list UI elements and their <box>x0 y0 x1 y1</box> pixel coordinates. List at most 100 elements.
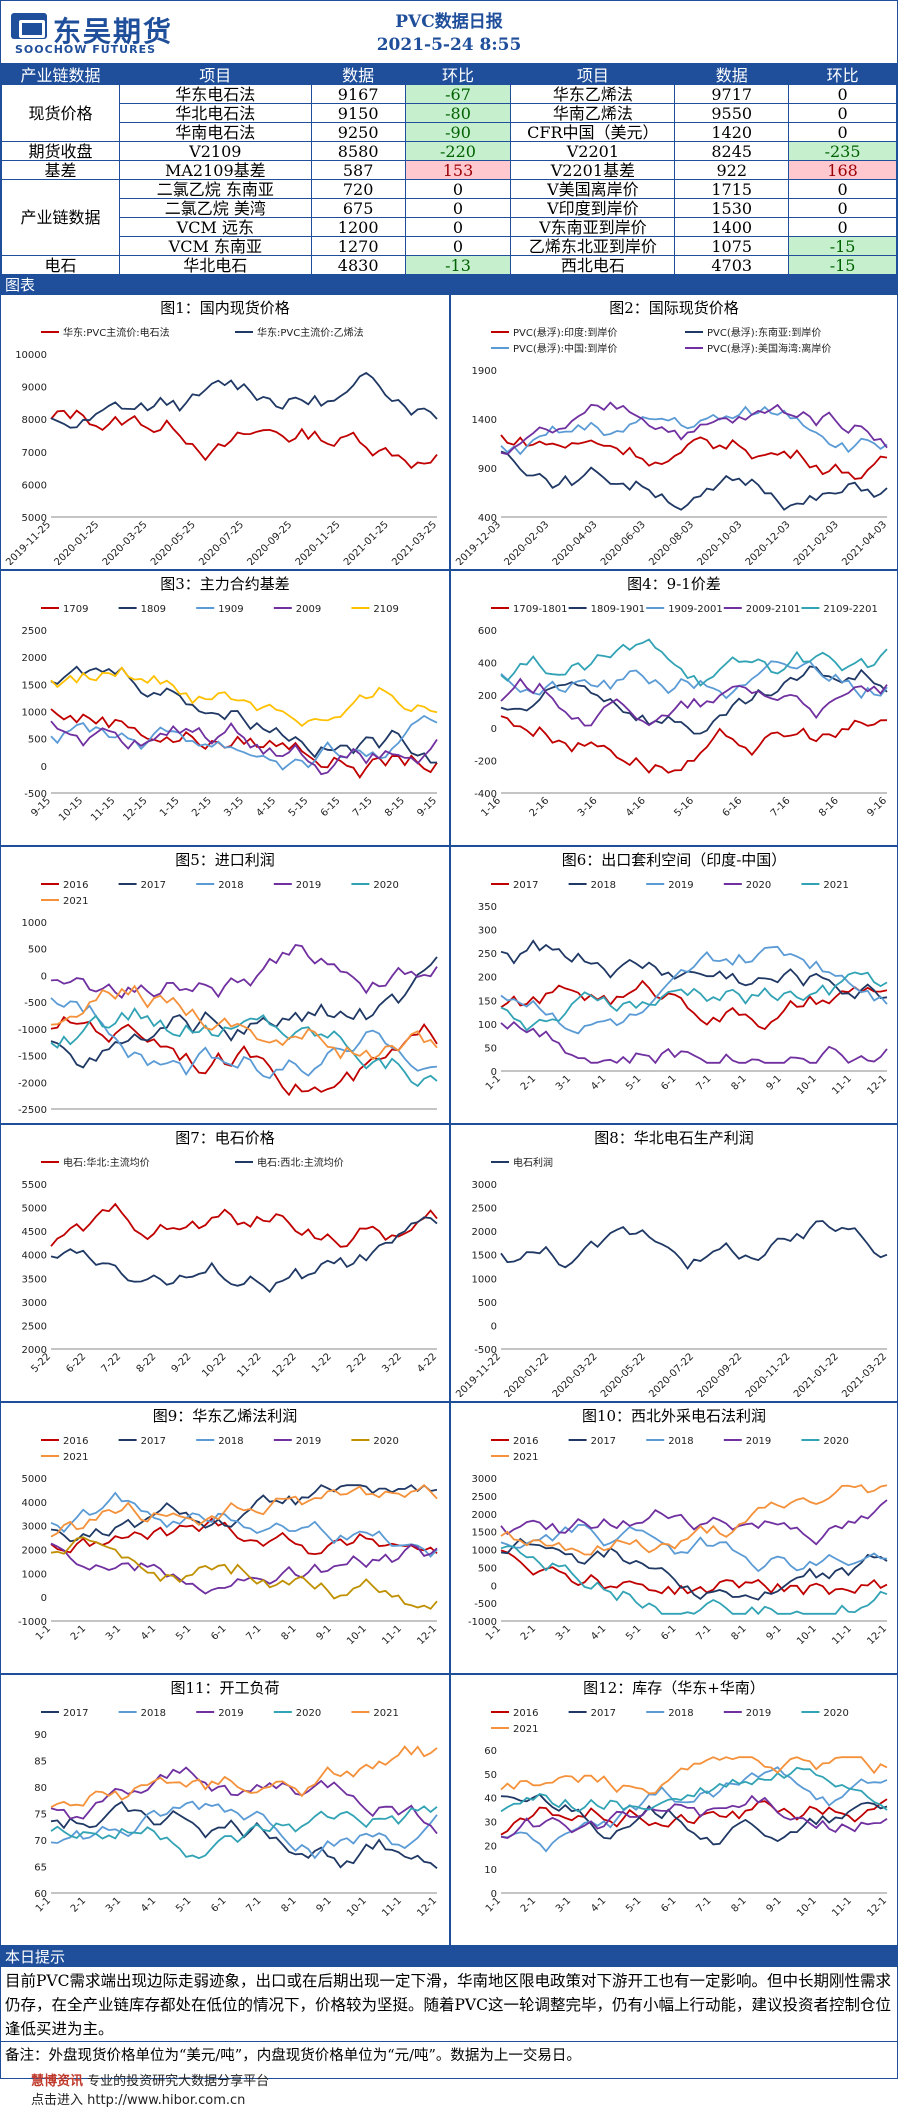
y-tick-label: 3000 <box>22 1522 47 1533</box>
series-line <box>500 1537 888 1601</box>
legend-label: 2020 <box>296 1708 321 1719</box>
y-tick-label: 1500 <box>472 1251 497 1262</box>
legend-label: 2019 <box>296 1436 321 1447</box>
y-tick-label: 1000 <box>472 1274 497 1285</box>
y-tick-label: 1000 <box>22 918 47 929</box>
x-tick-label: 2020-09-22 <box>695 1351 744 1397</box>
legend-label: 2021 <box>63 1452 88 1463</box>
chart-panel: 图5：进口利润 2016 2017 2018 2019 2020 2021 1000 500 0 -… <box>1 847 449 1123</box>
x-tick-label: 12-1 <box>415 1895 439 1919</box>
legend-label: 2018 <box>591 880 616 891</box>
table-cell: 二氯乙烷 美湾 <box>118 198 312 218</box>
series-line <box>500 979 888 1031</box>
legend-label: 2109-2201 <box>823 604 878 615</box>
x-tick-label: 2020-03-22 <box>551 1351 600 1397</box>
legend-label: 2009-2101 <box>746 604 801 615</box>
y-tick-label: 2500 <box>472 1204 497 1215</box>
y-tick-label: 0 <box>491 724 497 735</box>
x-tick-label: 9-1 <box>765 1073 784 1092</box>
x-tick-label: 6-1 <box>659 1623 678 1642</box>
chart-panel: 图8：华北电石生产利润 电石利润 3000 2500 2000 1500 1000 500 0 -… <box>449 1125 897 1401</box>
series-line <box>500 405 888 456</box>
x-tick-label: 10-1 <box>345 1895 369 1919</box>
x-tick-label: 11-15 <box>89 795 117 823</box>
y-tick-label: 3000 <box>472 1180 497 1191</box>
table-cell: -67 <box>404 84 512 104</box>
data-table: 产业链数据 项目 数据 环比 项目 数据 环比 现货价格 华东电石法 9167 -67 华东乙烯法 97… <box>1 65 897 275</box>
y-tick-label: 400 <box>478 659 497 670</box>
table-cell: 9150 <box>310 103 406 123</box>
footer-link[interactable]: 点击进入 http://www.hibor.com.cn <box>31 2093 246 2108</box>
chart-svg: 1709 1809 1909 2009 2109 2500 2000 1500 1000 500 0… <box>22 604 440 824</box>
table-cell: 153 <box>404 160 512 180</box>
series-line <box>500 660 888 700</box>
charts-section-bar: 图表 <box>1 275 897 295</box>
x-tick-label: 11-1 <box>830 1073 854 1097</box>
table-cell: -13 <box>404 255 512 275</box>
x-tick-label: 11-1 <box>830 1895 854 1919</box>
table-header-cell: 产业链数据 <box>1 65 120 85</box>
y-tick-label: 150 <box>478 996 497 1007</box>
x-tick-label: 3-1 <box>104 1623 123 1642</box>
y-tick-label: 2000 <box>472 1510 497 1521</box>
table-cell: VCM 远东 <box>118 217 312 237</box>
chart-panel: 图11：开工负荷 2017 2018 2019 2020 2021 90 85 80 75 70 65… <box>1 1675 449 1945</box>
y-tick-label: 5500 <box>22 1180 47 1191</box>
legend-label: 2109 <box>373 604 398 615</box>
x-tick-label: 7-15 <box>351 795 375 819</box>
x-tick-label: 2-1 <box>519 1073 538 1092</box>
series-line <box>50 714 438 771</box>
chart-title: 图5：进口利润 <box>175 851 275 869</box>
legend-label: 2016 <box>513 1436 538 1447</box>
x-tick-label: 2020-07-25 <box>197 519 246 565</box>
legend-label: 1709 <box>63 604 88 615</box>
table-cell: -90 <box>404 122 512 142</box>
series-line <box>50 720 438 776</box>
legend-label: 华东:PVC主流价:乙烯法 <box>257 326 364 339</box>
y-tick-label: 60 <box>34 1889 47 1900</box>
y-tick-label: 2000 <box>22 1546 47 1557</box>
y-tick-label: 30 <box>484 1818 497 1829</box>
y-tick-label: 9000 <box>22 383 47 394</box>
y-tick-label: 5000 <box>22 513 47 524</box>
series-line <box>500 715 888 774</box>
legend-label: 1709-1801 <box>513 604 568 615</box>
x-tick-label: 3-1 <box>104 1895 123 1914</box>
y-tick-label: 20 <box>484 1841 497 1852</box>
table-category-cell: 产业链数据 <box>1 179 120 256</box>
table-cell: -220 <box>404 141 512 161</box>
x-tick-label: 2020-11-25 <box>294 519 343 565</box>
series-line <box>50 956 438 1069</box>
y-tick-label: -1000 <box>468 1617 497 1628</box>
x-tick-label: 9-16 <box>865 795 889 819</box>
table-cell: 0 <box>404 236 512 256</box>
x-tick-label: 2020-05-25 <box>149 519 198 565</box>
y-tick-label: 60 <box>484 1746 497 1757</box>
chart-svg: 2016 2017 2018 2019 2020 2021 60 50 40 30 20 10 01-1… <box>484 1708 889 1919</box>
chart-panel: 图1：国内现货价格 华东:PVC主流价:电石法 华东:PVC主流价:乙烯法 10000… <box>1 295 449 569</box>
y-tick-label: 4500 <box>22 1227 47 1238</box>
table-cell: 1715 <box>674 179 790 199</box>
chart-svg: 2016 2017 2018 2019 2020 2021 1000 500 0 -500 -100… <box>18 880 438 1116</box>
series-line <box>50 1542 438 1595</box>
y-tick-label: 70 <box>34 1836 47 1847</box>
table-cell: 4703 <box>674 255 790 275</box>
x-tick-label: 11-22 <box>235 1351 263 1379</box>
table-row: 二氯乙烷 美湾 675 0 V印度到岸价 1530 0 <box>2 198 897 218</box>
chart-panel: 图3：主力合约基差 1709 1809 1909 2009 2109 2500 2000 150… <box>1 571 449 845</box>
chart-svg: 华东:PVC主流价:电石法 华东:PVC主流价:乙烯法 10000 9000 8000 7… <box>4 326 439 568</box>
y-tick-label: 50 <box>484 1770 497 1781</box>
x-tick-label: 2-1 <box>69 1895 88 1914</box>
series-line <box>50 665 438 764</box>
chart-title: 图11：开工负荷 <box>170 1679 280 1697</box>
legend-label: PVC(悬浮):印度:到岸价 <box>513 326 617 339</box>
table-cell: 675 <box>310 198 406 218</box>
legend-label: 2021 <box>513 1724 538 1735</box>
table-cell: V美国离岸价 <box>510 179 676 199</box>
table-cell: 0 <box>788 122 897 142</box>
chart-panel: 图2：国际现货价格 PVC(悬浮):印度:到岸价 PVC(悬浮):东南亚:到岸价 PV… <box>449 295 897 569</box>
table-cell: V2201 <box>510 141 676 161</box>
y-tick-label: 1000 <box>22 708 47 719</box>
series-line <box>500 677 888 727</box>
